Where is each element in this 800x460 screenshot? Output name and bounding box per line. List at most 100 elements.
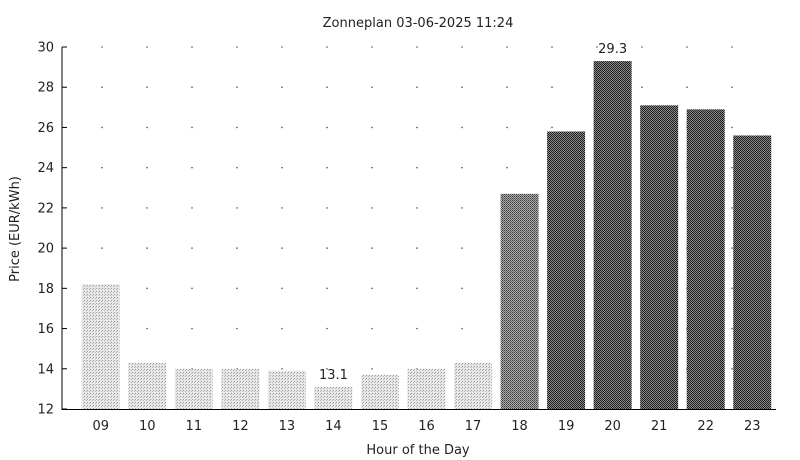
grid-dot <box>281 287 283 290</box>
y-tick-label: 16 <box>37 322 54 337</box>
grid-dot <box>191 166 193 169</box>
grid-dot <box>146 126 148 129</box>
bar-21 <box>640 105 679 410</box>
grid-dot <box>731 86 733 89</box>
y-tick-label: 28 <box>37 81 54 96</box>
grid-dot <box>371 46 373 48</box>
grid-dot <box>416 86 418 89</box>
grid-dot <box>326 126 328 129</box>
x-tick-label: 21 <box>651 419 668 434</box>
x-tick-label: 09 <box>92 419 109 434</box>
grid-dot <box>146 166 148 169</box>
grid-dot <box>101 86 103 89</box>
grid-dot <box>101 126 103 129</box>
x-tick-label: 10 <box>139 419 156 434</box>
grid-dot <box>236 207 238 209</box>
grid-dot <box>461 327 463 330</box>
grid-dot <box>686 46 688 48</box>
grid-dot <box>326 46 328 48</box>
y-tick-label: 18 <box>37 282 54 297</box>
grid-dot <box>461 126 463 129</box>
x-tick-label: 12 <box>232 419 249 434</box>
grid-dot <box>146 207 148 209</box>
grid-dot <box>191 86 193 89</box>
grid-dot <box>281 166 283 169</box>
grid-dot <box>101 247 103 249</box>
grid-dot <box>146 46 148 48</box>
y-tick-label: 30 <box>37 41 54 56</box>
grid-dot <box>191 327 193 330</box>
grid-dot <box>191 287 193 290</box>
x-axis-label: Hour of the Day <box>366 443 470 458</box>
grid-dot <box>731 207 733 209</box>
x-tick-label: 14 <box>325 419 342 434</box>
bar-11 <box>174 368 213 409</box>
grid-dot <box>371 327 373 330</box>
grid-dot <box>416 166 418 169</box>
bar-16 <box>407 368 446 409</box>
grid-dot <box>416 327 418 330</box>
grid-dot <box>371 207 373 209</box>
grid-dot <box>236 166 238 169</box>
bar-09 <box>81 284 120 409</box>
x-tick-label: 11 <box>186 419 203 434</box>
bar-annotation: 29.3 <box>598 42 627 57</box>
grid-dot <box>146 247 148 249</box>
grid-dot <box>371 86 373 89</box>
grid-dot <box>281 46 283 48</box>
y-tick-label: 22 <box>37 201 54 216</box>
grid-dot <box>281 126 283 129</box>
bar-15 <box>360 374 399 409</box>
grid-dot <box>506 86 508 89</box>
bar-20 <box>593 61 632 409</box>
bar-12 <box>221 368 260 409</box>
grid-dot <box>461 86 463 89</box>
bar-23 <box>733 135 772 409</box>
grid-dot <box>236 247 238 249</box>
grid-dot <box>551 126 553 129</box>
grid-dot <box>461 46 463 48</box>
grid-dot <box>731 287 733 290</box>
grid-dot <box>731 46 733 48</box>
grid-dot <box>191 247 193 249</box>
grid-dot <box>416 126 418 129</box>
y-tick-label: 26 <box>37 121 54 136</box>
grid-dot <box>281 207 283 209</box>
x-tick-label: 16 <box>418 419 435 434</box>
bar-series <box>81 61 772 410</box>
grid-dot <box>236 126 238 129</box>
x-tick-label: 22 <box>697 419 714 434</box>
grid-dot <box>326 166 328 169</box>
grid-dot <box>146 327 148 330</box>
grid-dot <box>506 126 508 129</box>
grid-dot <box>281 86 283 89</box>
grid-dot <box>326 287 328 290</box>
x-tick-label: 23 <box>744 419 761 434</box>
x-tick-label: 13 <box>279 419 296 434</box>
grid-dots <box>101 46 733 370</box>
grid-dot <box>551 46 553 48</box>
bar-10 <box>128 362 167 409</box>
bar-annotation: 13.1 <box>319 368 348 383</box>
grid-dot <box>641 86 643 89</box>
y-tick-label: 24 <box>37 161 54 176</box>
grid-dot <box>731 327 733 330</box>
grid-dot <box>551 86 553 89</box>
grid-dot <box>371 247 373 249</box>
grid-dot <box>326 86 328 89</box>
grid-dot <box>371 126 373 129</box>
x-tick-label: 17 <box>465 419 482 434</box>
bar-13 <box>267 370 306 409</box>
grid-dot <box>731 126 733 129</box>
bar-17 <box>454 362 493 409</box>
grid-dot <box>326 327 328 330</box>
y-tick-labels: 12 14 16 18 20 22 24 26 28 30 <box>37 41 67 418</box>
grid-dot <box>461 207 463 209</box>
grid-dot <box>191 207 193 209</box>
grid-dot <box>281 327 283 330</box>
grid-dot <box>731 166 733 169</box>
x-tick-label: 15 <box>372 419 389 434</box>
grid-dot <box>416 46 418 48</box>
grid-dot <box>506 166 508 169</box>
